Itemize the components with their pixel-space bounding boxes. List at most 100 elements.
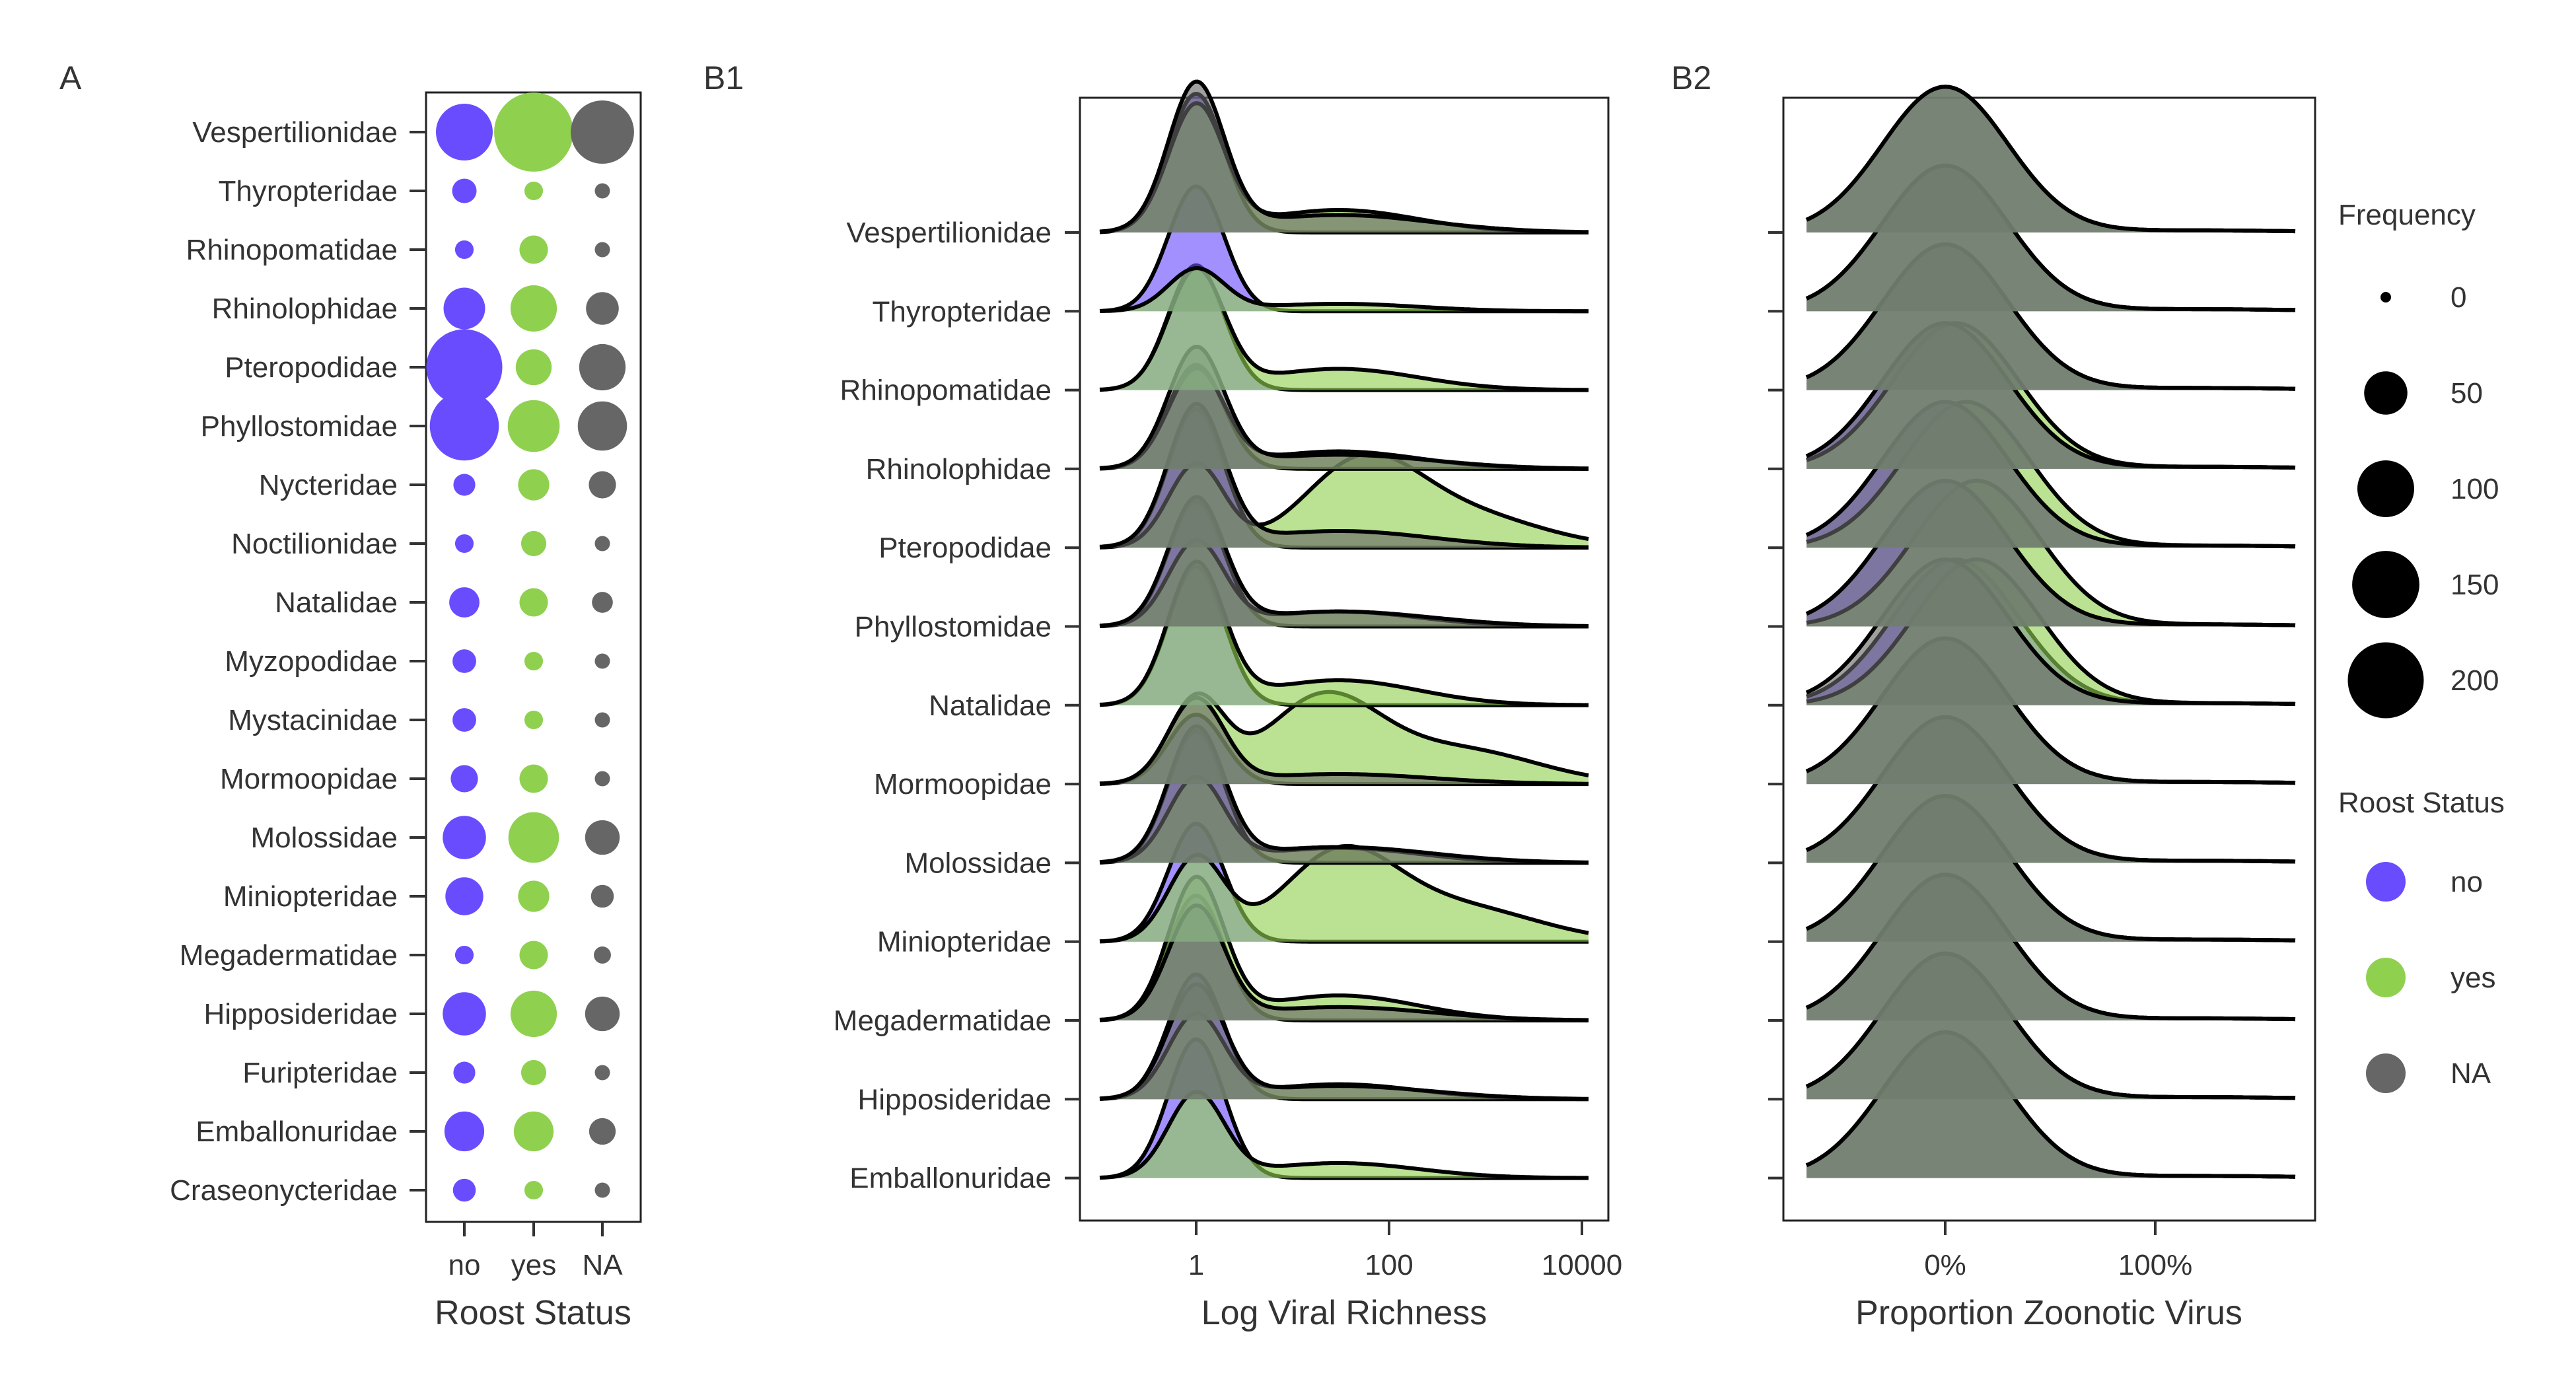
panel-a-bubble	[585, 820, 620, 855]
panel-a-bubble	[594, 183, 610, 199]
panel-b1-y-label: Thyropteridae	[873, 295, 1052, 328]
panel-a-bubble	[453, 1061, 476, 1084]
frequency-legend-label: 200	[2451, 664, 2499, 697]
panel-a-x-title: Roost Status	[435, 1294, 631, 1332]
panel-a-bubble	[589, 1118, 616, 1145]
panel-a-bubble	[449, 587, 480, 618]
panel-b1-y-label: Emballonuridae	[849, 1162, 1052, 1195]
frequency-legend-items: 0 50 100 150 200	[2347, 281, 2499, 719]
panel-a-bubble	[524, 710, 544, 730]
panel-a-bubble	[508, 812, 559, 863]
roost-legend-title: Roost Status	[2338, 787, 2505, 819]
panel-a-bubble	[594, 712, 610, 728]
panel-a-x-label: yes	[511, 1249, 556, 1281]
ridge-fill-na	[1100, 497, 1589, 627]
panel-a-bubble	[494, 92, 573, 172]
panel-a-bubble	[429, 391, 499, 461]
panel-a-bubble	[452, 649, 476, 673]
panel-a-y-label: Furipteridae	[242, 1057, 398, 1089]
panel-b1-ridges	[1099, 79, 1589, 1180]
panel-a-x-labels: no yes NA	[448, 1222, 623, 1281]
panel-a-bubble	[592, 592, 613, 613]
panel-b2-x-title: Proportion Zoonotic Virus	[1855, 1294, 2242, 1332]
panel-a-bubble	[594, 1182, 610, 1198]
panel-a-y-label: Molossidae	[250, 822, 398, 854]
panel-b1-x-ticks: 1 100 10000	[1188, 1221, 1622, 1281]
panel-a-y-label: Megadermatidae	[180, 939, 398, 972]
panel-a-bubble	[436, 104, 493, 160]
panel-a-x-label: NA	[582, 1249, 623, 1281]
panel-b1-y-label: Miniopteridae	[877, 926, 1052, 958]
panel-a-y-label: Emballonuridae	[196, 1116, 398, 1148]
ridge-fill-yes	[1100, 1092, 1589, 1178]
panel-a-y-label: Mormoopidae	[220, 763, 398, 795]
panel-b2-tag: B2	[1671, 59, 1711, 96]
roost-legend-items: no yes NA	[2366, 862, 2495, 1093]
panel-a-bubble	[524, 1180, 544, 1200]
panel-a-y-label: Miniopteridae	[223, 880, 398, 913]
panel-a-bubble	[589, 471, 616, 499]
panel-a-bubble	[524, 181, 544, 201]
panel-a-y-label: Myzopodidae	[225, 645, 398, 678]
ridge-fill-yes	[1100, 267, 1589, 390]
panel-a: Vespertilionidae Thyropteridae Rhinopomati…	[170, 91, 642, 1332]
panel-b2-x-ticks: 0% 100%	[1924, 1221, 2192, 1281]
panel-a-bubble	[519, 941, 548, 970]
panel-a-points	[426, 92, 634, 1202]
frequency-legend-label: 150	[2451, 569, 2499, 601]
ridge-fill-na	[1100, 697, 1589, 785]
panel-a-y-label: Craseonycteridae	[170, 1174, 398, 1207]
roost-legend-swatch	[2366, 1053, 2406, 1093]
panel-a-bubble	[594, 1065, 610, 1081]
panel-a-bubble	[571, 100, 634, 164]
panel-a-bubble	[519, 235, 548, 264]
panel-b2: 0% 100% Proportion Zoonotic Virus	[1768, 85, 2316, 1332]
ridge-fill-na	[1100, 726, 1589, 863]
panel-a-y-label: Thyropteridae	[219, 175, 398, 207]
roost-legend-swatch	[2366, 958, 2406, 997]
frequency-legend-label: 100	[2451, 473, 2499, 505]
panel-a-bubble	[594, 771, 610, 787]
ridge-fill-yes	[1100, 268, 1589, 312]
panel-a-bubble	[445, 877, 483, 915]
panel-b1-y-label: Vespertilionidae	[846, 217, 1052, 249]
panel-b1-y-label: Megadermatidae	[834, 1005, 1052, 1037]
panel-a-bubble	[513, 1111, 554, 1152]
roost-legend-label: NA	[2451, 1057, 2491, 1090]
panel-b1-y-label: Phyllostomidae	[855, 611, 1052, 643]
panel-b1-y-label: Pteropodidae	[878, 532, 1052, 564]
panel-a-bubble	[594, 946, 611, 964]
panel-b1-x-tick-label: 1	[1188, 1249, 1204, 1281]
panel-b1-y-label: Rhinopomatidae	[840, 374, 1052, 407]
panel-a-bubble	[510, 285, 557, 332]
ridge-line-yes	[1099, 1090, 1589, 1180]
frequency-legend-swatch	[2352, 551, 2419, 618]
panel-a-bubble	[519, 764, 548, 793]
panel-b1-tag: B1	[703, 59, 744, 96]
panel-a-bubble	[585, 996, 620, 1032]
panel-b2-ridges	[1805, 85, 2296, 1179]
frequency-legend-swatch	[2380, 292, 2391, 302]
panel-a-y-labels: Vespertilionidae Thyropteridae Rhinopomati…	[170, 116, 426, 1207]
panel-b1-y-label: Molossidae	[904, 847, 1052, 879]
panel-a-bubble	[450, 765, 478, 793]
ridge-fill-na	[1100, 81, 1589, 232]
panel-a-bubble	[579, 343, 626, 391]
ridge-fill-na	[1100, 984, 1589, 1100]
panel-a-bubble	[452, 708, 476, 732]
panel-a-bubble	[520, 530, 547, 557]
panel-a-bubble	[519, 588, 548, 617]
panel-b1-x-title: Log Viral Richness	[1201, 1294, 1487, 1332]
panel-b1-y-label: Natalidae	[929, 690, 1052, 722]
panel-a-bubble	[515, 349, 552, 386]
panel-a-bubble	[454, 240, 474, 260]
ridge-line-na	[1099, 79, 1589, 234]
panel-a-y-label: Phyllostomidae	[201, 410, 398, 443]
roost-legend-label: yes	[2451, 962, 2495, 994]
panel-b2-x-tick-label: 0%	[1924, 1249, 1966, 1281]
panel-a-y-label: Pteropodidae	[225, 351, 398, 384]
panel-b1-x-tick-label: 100	[1365, 1249, 1413, 1281]
panel-a-bubble	[453, 474, 476, 496]
panel-a-bubble	[443, 992, 486, 1036]
